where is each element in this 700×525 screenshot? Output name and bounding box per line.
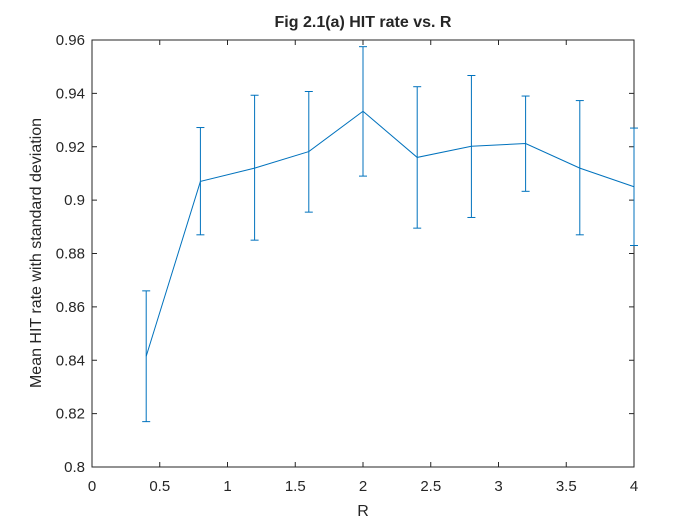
x-tick-label: 2.5 xyxy=(420,478,441,495)
y-tick-label: 0.84 xyxy=(56,352,85,369)
y-tick-label: 0.94 xyxy=(56,85,85,102)
error-bar xyxy=(521,95,530,192)
y-tick-label: 0.9 xyxy=(64,192,85,209)
chart-title: Fig 2.1(a) HIT rate vs. R xyxy=(275,14,452,31)
y-tick-label: 0.8 xyxy=(64,459,85,476)
error-bar xyxy=(630,127,638,246)
x-tick-label: 0.5 xyxy=(149,478,170,495)
error-bar xyxy=(250,94,259,241)
series-layer xyxy=(142,46,638,423)
x-axis-label: R xyxy=(357,503,369,520)
y-axis-ticks: 0.8 0.82 0.84 0.86 0.88 0.9 0.92 0.94 0.96 xyxy=(56,32,634,476)
error-bar xyxy=(142,290,151,423)
x-tick-label: 3.5 xyxy=(556,478,577,495)
error-bar xyxy=(467,74,476,218)
x-tick-label: 2 xyxy=(359,478,367,495)
x-tick-label: 0 xyxy=(88,478,96,495)
x-tick-label: 3 xyxy=(494,478,502,495)
error-bar xyxy=(575,100,584,236)
y-tick-label: 0.92 xyxy=(56,139,85,156)
x-tick-label: 1.5 xyxy=(285,478,306,495)
x-tick-label: 1 xyxy=(223,478,231,495)
y-tick-label: 0.96 xyxy=(56,32,85,49)
y-axis-label: Mean HIT rate with standard deviation xyxy=(28,118,45,388)
error-bar xyxy=(359,46,367,177)
error-bar xyxy=(304,91,313,213)
x-axis-ticks: 0 0.5 1 1.5 2 2.5 3 3.5 4 xyxy=(88,40,638,495)
y-tick-label: 0.86 xyxy=(56,299,85,316)
series-line xyxy=(145,110,635,357)
error-bar xyxy=(413,86,422,229)
x-tick-label: 4 xyxy=(630,478,638,495)
y-tick-label: 0.88 xyxy=(56,246,85,263)
error-bar xyxy=(196,127,205,236)
y-tick-label: 0.82 xyxy=(56,406,85,423)
